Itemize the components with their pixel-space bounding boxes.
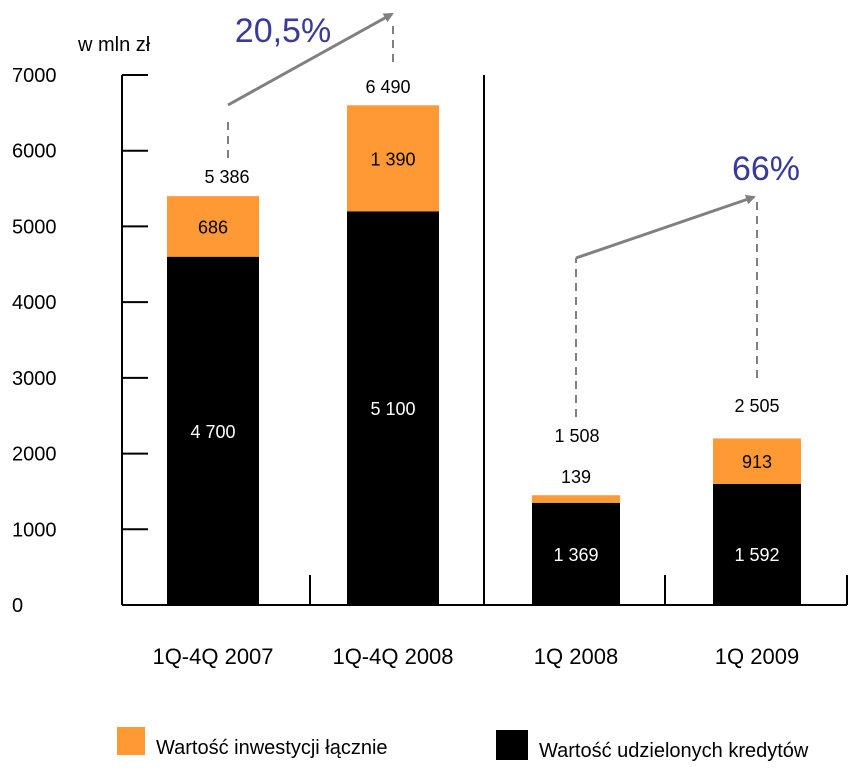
growth-label: 66% xyxy=(732,150,800,188)
bar-labels: 4 700 686 5 100 1 390 1 369 139 1 592 913 xyxy=(190,149,779,565)
y-tick-label: 0 xyxy=(12,595,23,617)
y-tick-label: 5000 xyxy=(12,216,57,238)
y-tick-label: 3000 xyxy=(12,368,57,390)
legend-swatch-investments xyxy=(117,727,145,755)
growth-label: 20,5% xyxy=(235,12,331,50)
bars xyxy=(167,105,801,606)
growth-arrow xyxy=(227,12,394,107)
y-tick-label: 4000 xyxy=(12,292,57,314)
bar-value-investments: 686 xyxy=(198,217,228,237)
bar-value-credits: 1 592 xyxy=(734,545,779,565)
category-label: 1Q-4Q 2007 xyxy=(152,644,273,669)
legend-label-investments: Wartość inwestycji łącznie xyxy=(156,737,388,759)
y-tick-label: 2000 xyxy=(12,444,57,466)
bar-segment-credits xyxy=(532,502,620,605)
bar-segment-investments xyxy=(713,438,801,484)
growth-arrow xyxy=(575,194,756,260)
bar-value-investments: 1 390 xyxy=(370,149,415,169)
bar-value-investments: 913 xyxy=(742,452,772,472)
bar-segment-investments xyxy=(347,105,439,212)
bar-segment-credits xyxy=(713,483,801,605)
bar-segment-credits xyxy=(347,211,439,606)
y-tick-label: 1000 xyxy=(12,519,57,541)
bar-total-label: 1 508 xyxy=(554,426,599,446)
bar-segment-investments xyxy=(167,196,259,257)
y-axis-title: w mln zł xyxy=(77,34,151,56)
category-label: 1Q 2008 xyxy=(534,644,618,669)
bar-value-credits: 4 700 xyxy=(190,422,235,442)
growth-arrows: 20,5% 66% xyxy=(227,12,800,417)
x-ticks xyxy=(309,575,848,605)
total-labels: 5 386 6 490 1 508 2 505 xyxy=(204,77,779,446)
category-label: 1Q-4Q 2008 xyxy=(332,644,453,669)
bar-value-credits: 5 100 xyxy=(370,399,415,419)
category-labels: 1Q-4Q 2007 1Q-4Q 2008 1Q 2008 1Q 2009 xyxy=(152,644,799,669)
legend: Wartość inwestycji łącznie Wartość udziel… xyxy=(117,727,809,762)
legend-label-credits: Wartość udzielonych kredytów xyxy=(539,740,809,762)
category-label: 1Q 2009 xyxy=(715,644,799,669)
bar-value-credits: 1 369 xyxy=(553,545,598,565)
bar-total-label: 2 505 xyxy=(734,396,779,416)
bar-total-label: 5 386 xyxy=(204,167,249,187)
bar-segment-investments xyxy=(532,495,620,503)
y-tick-label: 6000 xyxy=(12,141,57,163)
y-ticks: 0 1000 2000 3000 4000 5000 6000 7000 xyxy=(12,65,148,617)
bar-value-investments: 139 xyxy=(561,467,591,487)
bar-segment-credits xyxy=(167,256,259,605)
bar-total-label: 6 490 xyxy=(365,77,410,97)
legend-swatch-credits xyxy=(496,730,528,760)
y-tick-label: 7000 xyxy=(12,65,57,87)
